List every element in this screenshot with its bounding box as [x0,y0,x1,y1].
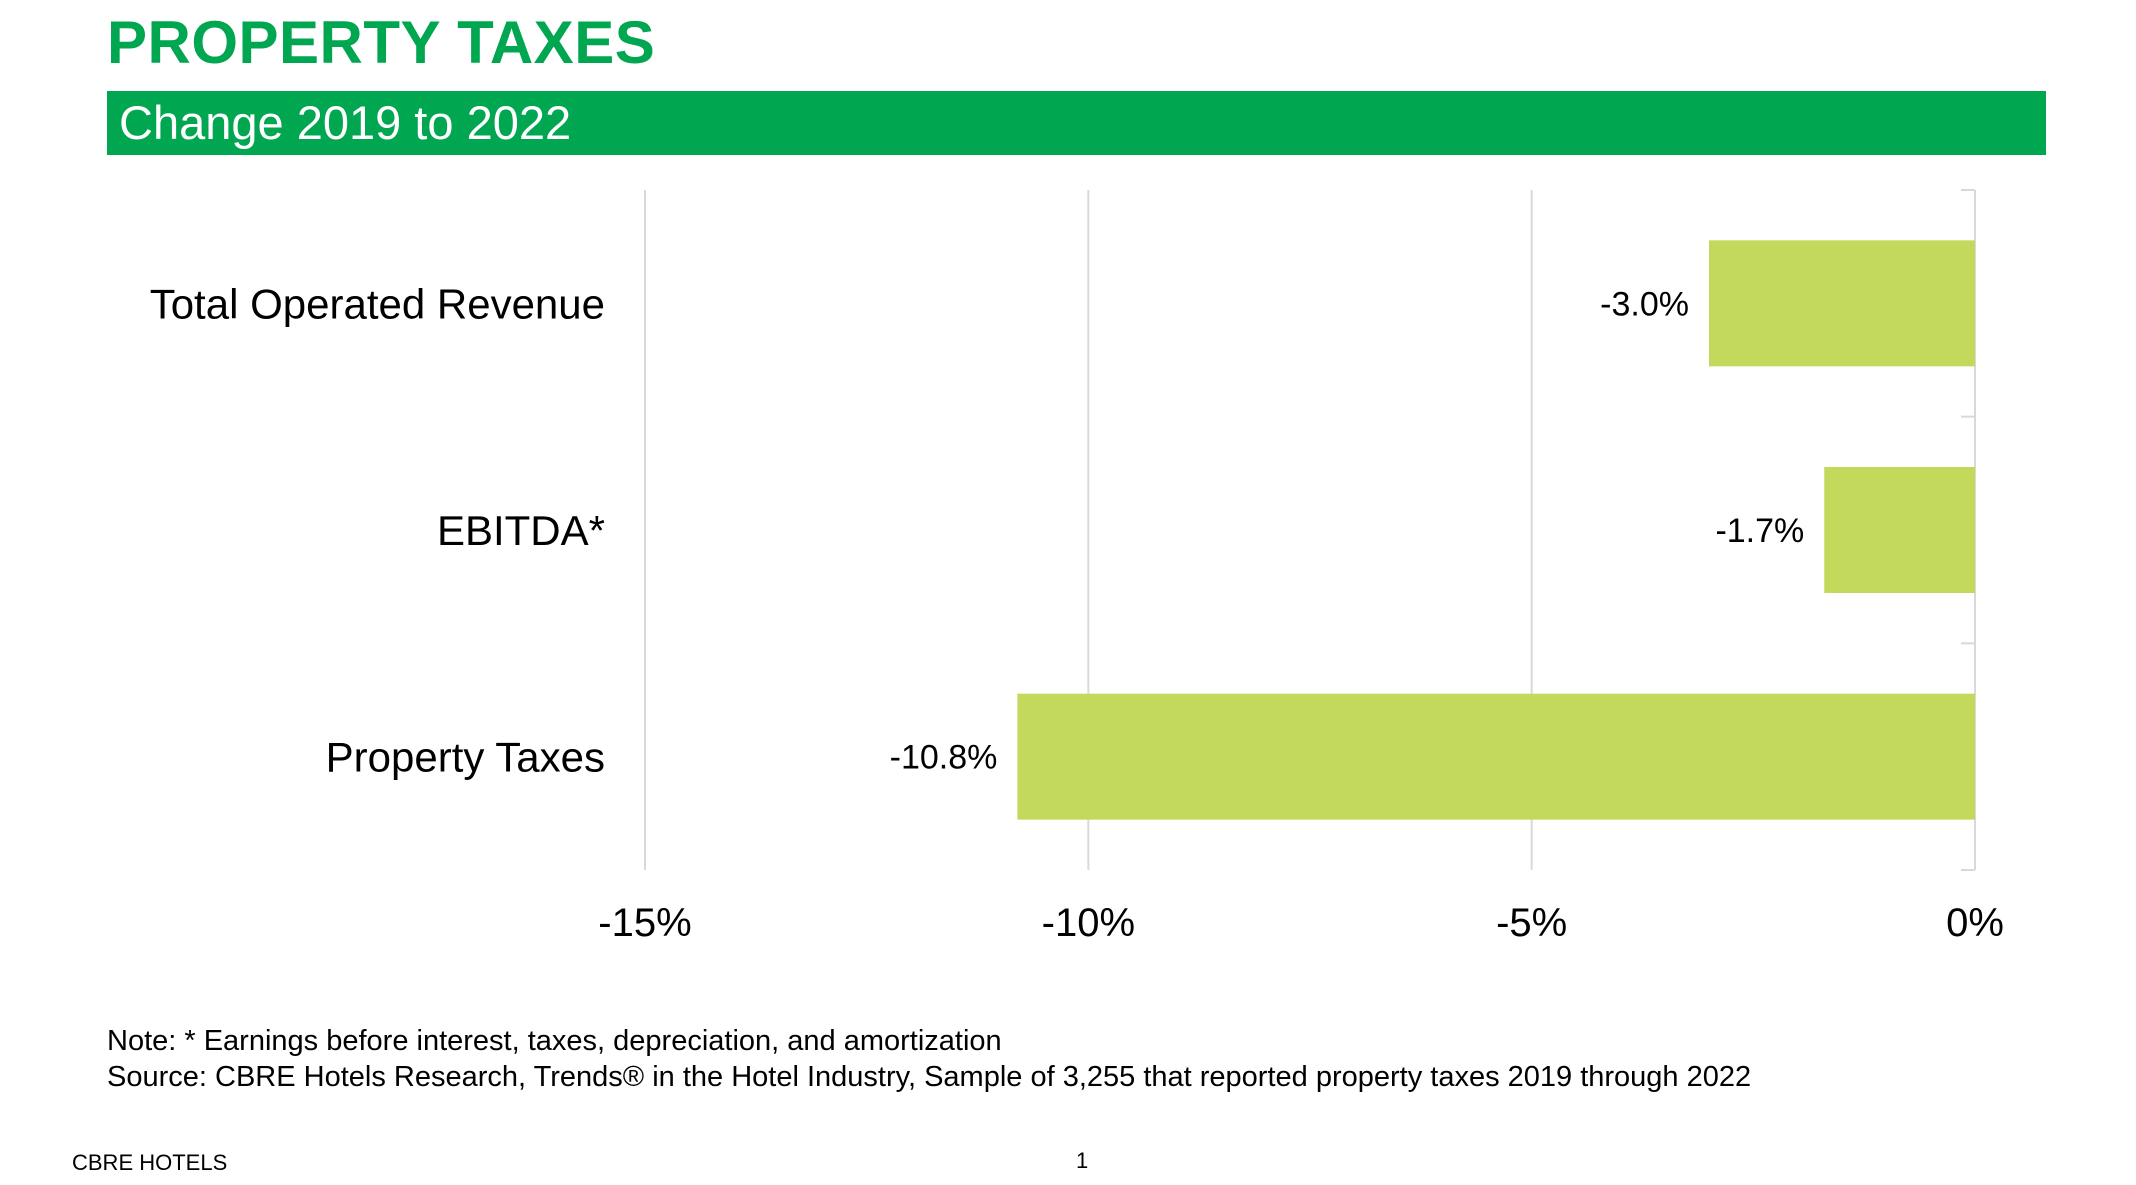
bar-chart: -15% -10% -5% 0% -3.0% Total Operated Revenue… [150,189,2004,945]
source-line: Source: CBRE Hotels Research, Trends® in… [107,1061,1752,1093]
data-label: -3.0% [1600,285,1689,323]
chart-notes: Note: * Earnings before interest, taxes,… [107,1023,1751,1095]
x-tick-label: -5% [1496,901,1567,945]
category-label: EBITDA* [437,507,605,554]
x-tick-label: -15% [598,901,691,945]
subtitle-banner: Change 2019 to 2022 [107,91,2046,155]
data-label: -1.7% [1715,512,1804,550]
bar [1017,693,1975,820]
x-tick-label: -10% [1042,901,1135,945]
x-tick-label: 0% [1946,901,2004,945]
bar [1824,467,1975,593]
data-label: -10.8% [890,739,998,777]
note-line: Note: * Earnings before interest, taxes,… [107,1025,1002,1057]
category-label: Property Taxes [326,734,605,781]
bar [1709,240,1975,367]
category-label: Total Operated Revenue [150,280,605,327]
footer-brand: CBRE HOTELS [72,1150,228,1175]
page-subtitle: Change 2019 to 2022 [119,96,572,149]
page-title: PROPERTY TAXES [107,9,656,76]
page-number: 1 [1076,1148,1089,1173]
